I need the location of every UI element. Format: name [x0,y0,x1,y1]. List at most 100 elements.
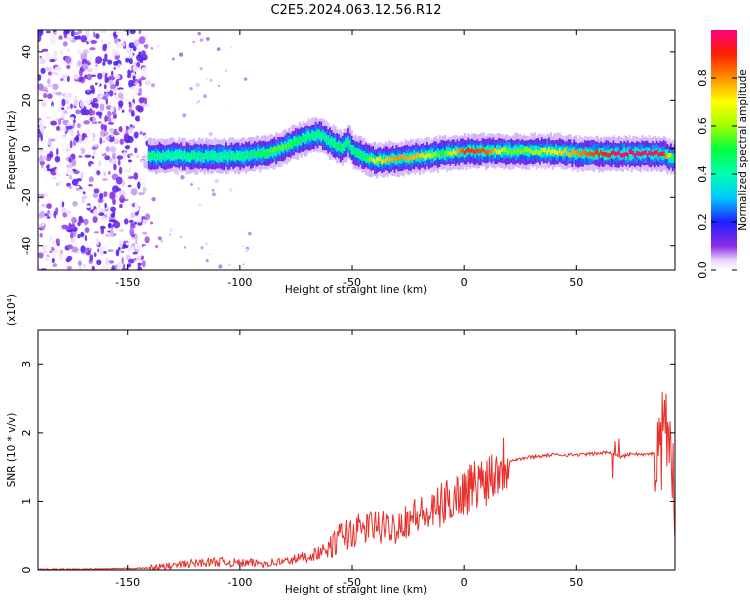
noise-mark [138,36,146,45]
ridge-mark [235,153,238,159]
noise-mark [66,164,73,169]
ridge-mark [278,145,282,156]
noise-mark [108,79,114,85]
noise-mark [104,75,108,84]
noise-mark [99,192,104,200]
ridge-mark [497,149,500,154]
noise-mark [116,261,122,269]
ridge-mark [400,154,404,164]
noise-mark [77,60,82,67]
ridge-mark [169,155,172,160]
noise-mark [85,30,90,38]
noise-mark [103,251,107,254]
noise-mark [100,123,105,130]
noise-mark [72,119,76,124]
ridge-mark [311,129,314,140]
ridge-mark [198,152,201,158]
noise-mark [97,123,101,131]
noise-mark [61,112,66,119]
ridge-mark [413,150,416,160]
ridge-mark [309,133,312,139]
noise-mark [139,207,143,216]
ridge-mark [246,151,249,157]
noise-mark [95,56,103,64]
noise-mark [104,115,108,123]
ridge-mark [205,153,208,158]
noise-mark [128,58,133,65]
ridge-mark [214,152,217,158]
noise-mark [44,177,49,182]
ridge-mark [567,152,570,157]
noise-mark [124,50,129,54]
noise-mark [75,109,81,115]
ridge-mark [639,152,642,157]
ridge-mark [630,149,633,155]
ridge-mark [420,152,423,158]
noise-mark [197,187,201,191]
ridge-mark [652,151,655,157]
noise-mark [168,233,172,236]
noise-mark [113,220,121,229]
ridge-mark [646,153,649,158]
ridge-mark [313,132,316,137]
noise-mark [78,76,84,82]
noise-mark [94,157,99,162]
ridge-mark [269,149,273,155]
ridge-mark [311,135,314,140]
noise-mark [189,87,193,91]
noise-mark [38,224,42,228]
noise-mark [104,233,111,237]
ridge-mark [192,153,195,159]
noise-mark [67,244,73,250]
noise-mark [130,212,136,218]
noise-mark [134,221,137,225]
noise-mark [135,237,138,246]
ridge-mark [512,149,515,155]
noise-mark [118,166,123,175]
noise-mark [155,244,159,249]
noise-mark [96,259,102,266]
noise-mark [38,119,45,128]
noise-mark [51,71,58,75]
ridge-mark [566,151,569,156]
spectrum-ticks: -150 -100 -50 0 50 40 20 0 -20 -40 [20,30,675,289]
noise-mark [120,194,124,200]
noise-mark [115,79,120,87]
noise-mark [76,195,80,199]
ridge-mark [345,140,348,146]
ridge-mark [571,149,574,155]
ridge-mark [381,159,384,164]
ridge-mark [619,153,622,158]
noise-mark [69,175,72,180]
noise-mark [76,123,81,129]
noise-mark [229,188,233,192]
noise-mark [198,203,202,207]
noise-mark [41,48,49,52]
ridge-mark [630,150,633,161]
noise-mark [122,91,130,96]
ridge-mark [408,156,411,162]
spectrum-plot-frame [37,29,676,271]
noise-mark [38,157,44,162]
noise-mark [107,227,112,231]
noise-mark [82,63,89,70]
ridge-mark [322,133,325,138]
noise-mark [120,250,125,254]
ridge-mark [515,149,518,155]
noise-mark [38,103,42,110]
noise-mark [141,50,146,57]
snr-ticks: -150 -100 -50 0 50 0 1 2 3 [20,330,675,589]
noise-mark [45,89,49,93]
noise-mark [45,53,52,60]
ridge-mark [262,151,265,156]
noise-mark [39,205,44,210]
ridge-mark [329,140,332,145]
noise-mark [128,202,132,206]
ridge-mark [503,147,506,152]
ridge-mark [560,151,563,156]
noise-mark [77,221,81,227]
noise-mark [157,44,160,48]
ridge-mark [275,146,278,151]
ridge-mark [208,153,212,158]
ridge-mark [429,153,432,158]
